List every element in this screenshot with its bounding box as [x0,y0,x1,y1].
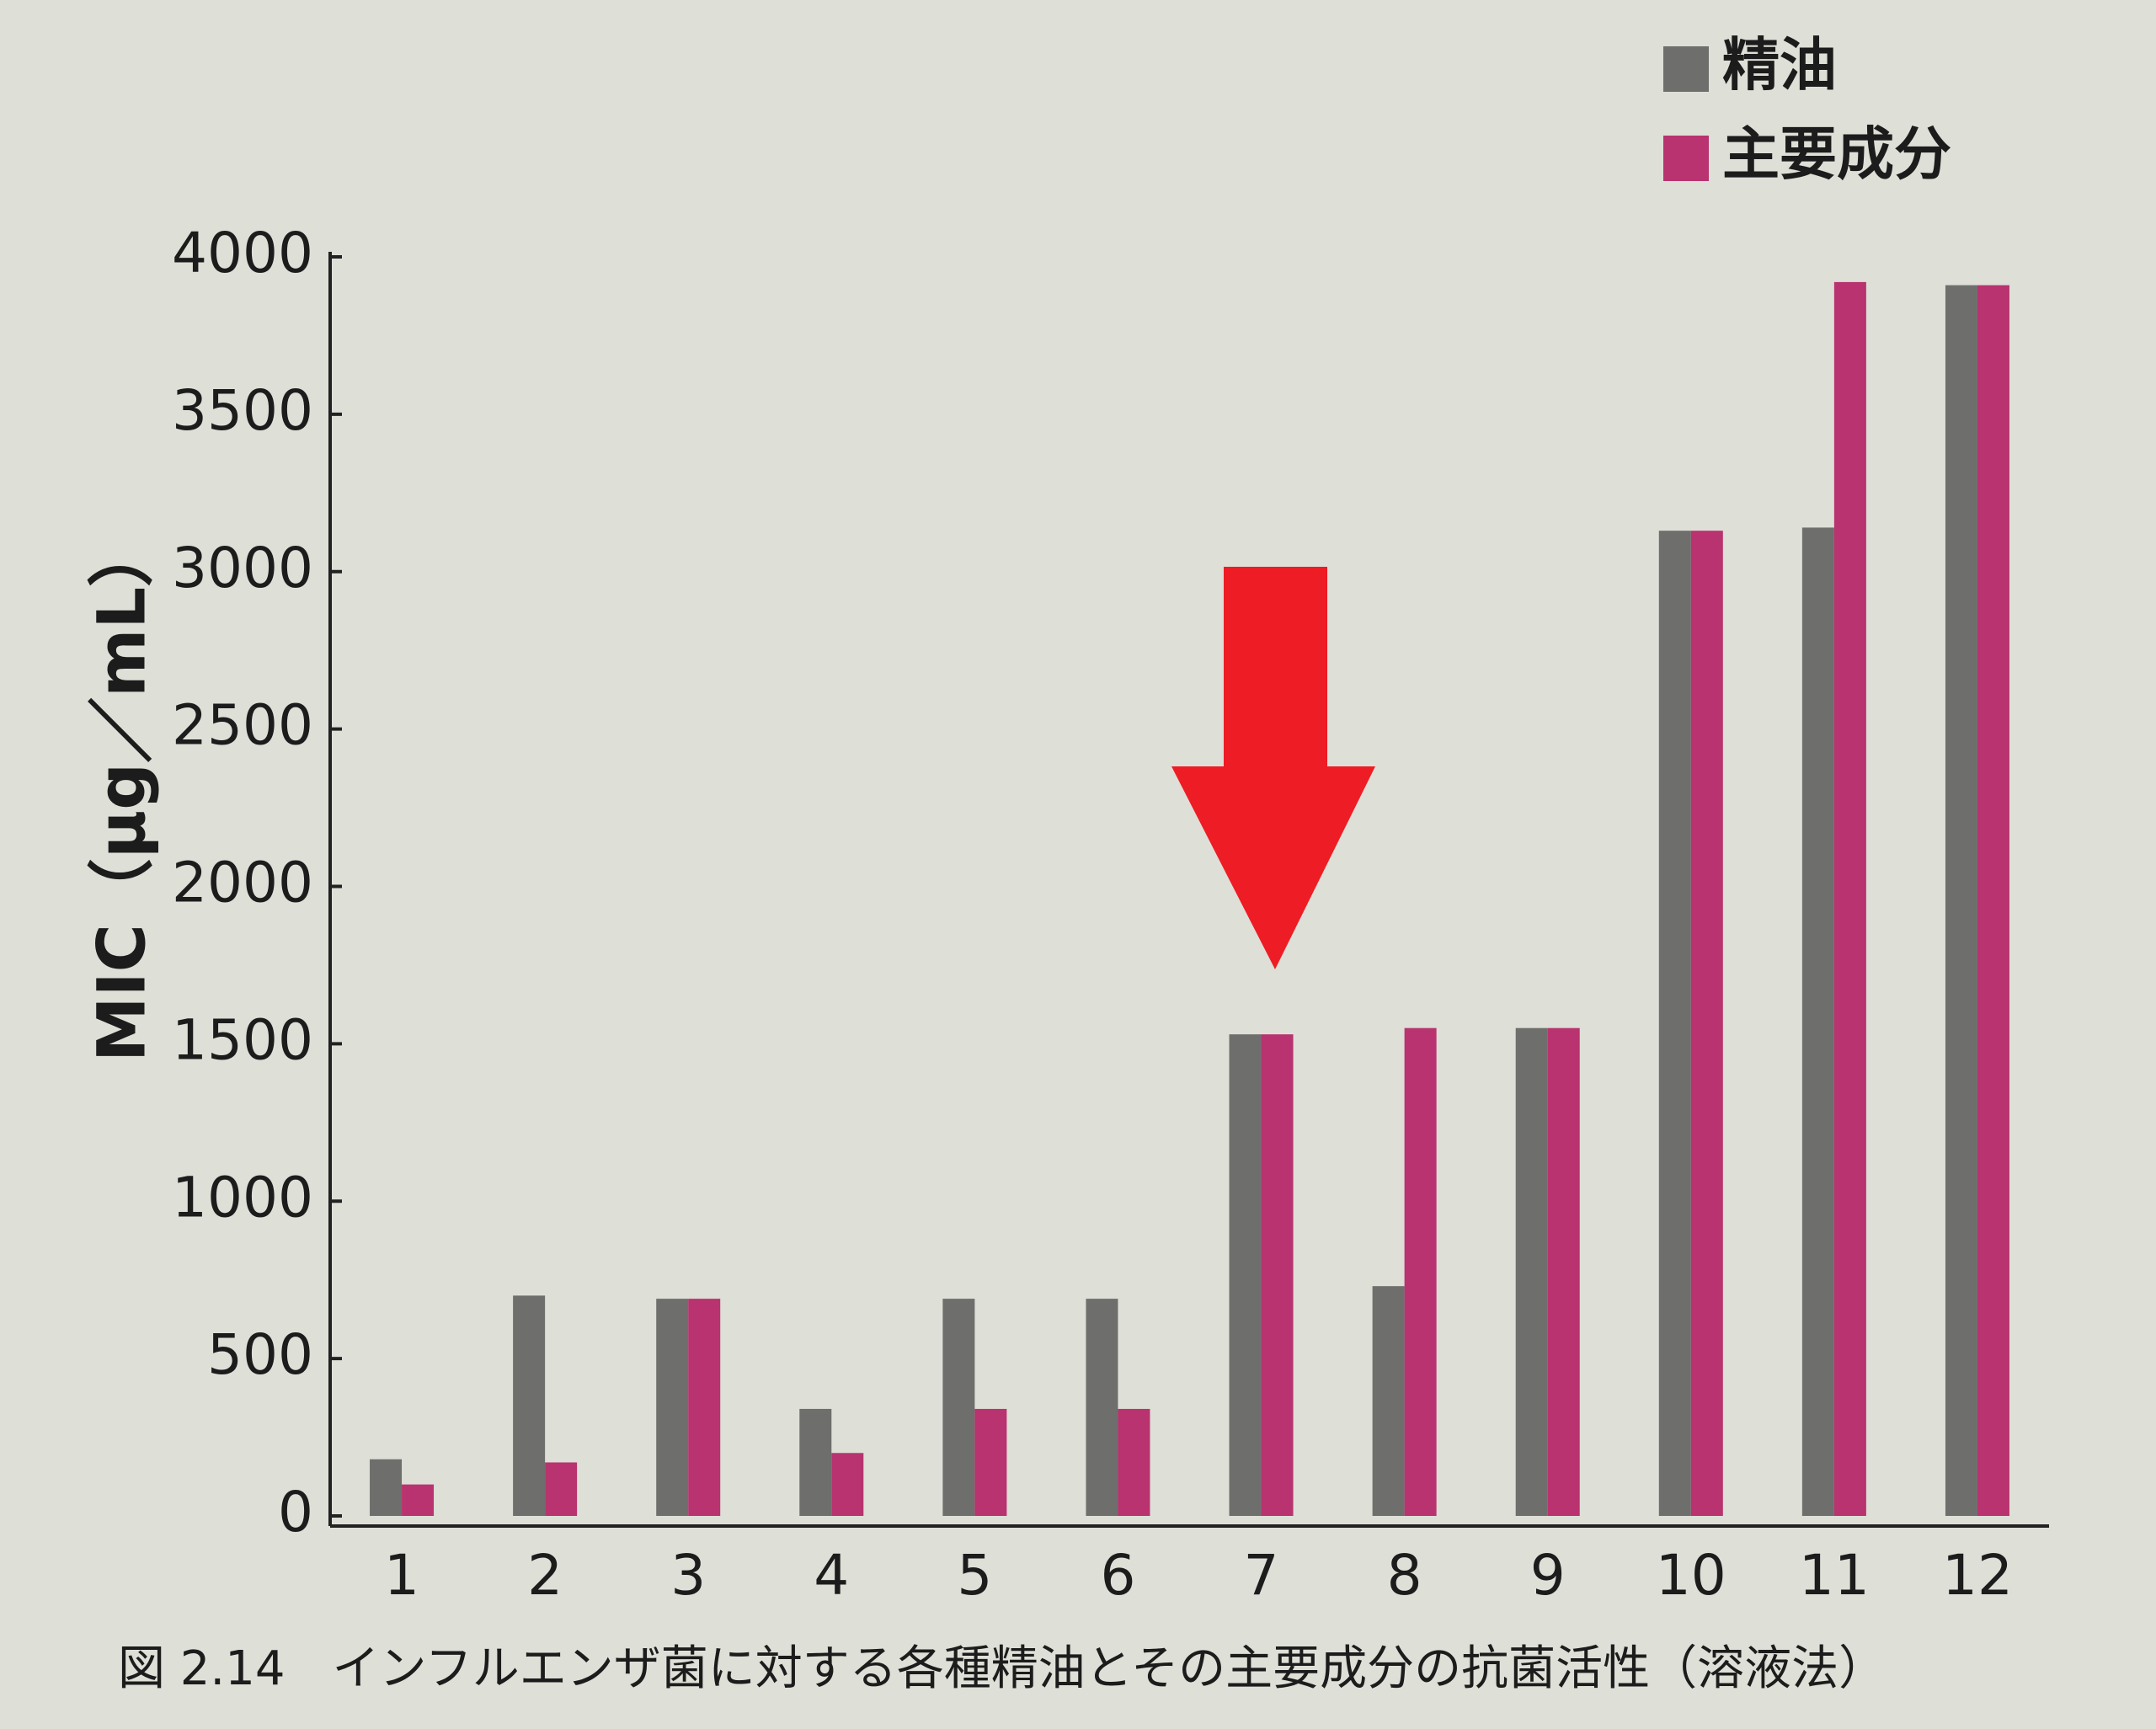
y-tick-label: 3000 [172,536,313,600]
x-tick-label: 8 [1387,1543,1422,1608]
y-tick-label: 4000 [172,221,313,285]
bar [402,1484,435,1516]
bar [1404,1027,1437,1516]
legend-swatch [1663,46,1709,92]
bar [1515,1027,1548,1516]
bar [545,1462,578,1516]
x-tick-label: 9 [1530,1543,1566,1608]
x-tick-label: 4 [814,1543,849,1608]
bar [799,1408,832,1516]
x-tick-label: 1 [384,1543,419,1608]
x-tick-label: 7 [1244,1543,1279,1608]
y-tick-label: 1500 [172,1007,313,1072]
y-axis-title: MIC（μg／mL） [84,521,160,1062]
y-tick-label: 1000 [172,1165,313,1230]
legend-swatch [1663,136,1709,181]
y-tick-label: 500 [207,1322,313,1387]
bar [1372,1286,1405,1516]
bar [1229,1034,1262,1516]
x-tick-label: 11 [1799,1543,1870,1608]
bar [1945,285,1977,1517]
x-tick-label: 3 [670,1543,706,1608]
bar [1658,531,1691,1516]
x-tick-label: 5 [957,1543,992,1608]
y-tick-label: 2000 [172,851,313,915]
y-tick-label: 2500 [172,693,313,758]
legend-label: 主要成分 [1722,122,1951,189]
arrow-annotation [1171,567,1375,969]
x-tick-label: 10 [1656,1543,1726,1608]
bar [1801,527,1834,1516]
bar [1977,285,2009,1517]
bar [831,1453,864,1516]
x-tick-label: 2 [527,1543,563,1608]
bar [370,1459,403,1516]
bar [513,1295,546,1516]
x-tick-label: 6 [1100,1543,1135,1608]
bar [656,1299,689,1516]
y-tick-label: 3500 [172,378,313,443]
y-tick-label: 0 [278,1480,313,1545]
bar [1547,1027,1580,1516]
bar [974,1408,1007,1516]
bar [942,1299,975,1516]
x-tick-label: 12 [1942,1543,2013,1608]
bar [1086,1299,1118,1516]
bar [688,1299,721,1516]
bar [1690,531,1723,1516]
bar [1833,281,1866,1516]
bar [1118,1408,1150,1516]
caption: 図 2.14 インフルエンザ菌に対する各種精油とその主要成分の抗菌活性（溶液法） [118,1641,1886,1696]
bar [1261,1034,1294,1516]
legend-label: 精油 [1722,33,1837,99]
